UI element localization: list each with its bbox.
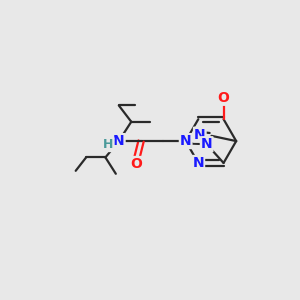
Text: H: H	[103, 138, 114, 151]
Text: N: N	[180, 134, 191, 148]
Text: N: N	[193, 156, 204, 170]
Text: O: O	[130, 157, 142, 171]
Text: N: N	[113, 134, 124, 148]
Text: O: O	[218, 91, 230, 105]
Text: N: N	[194, 128, 206, 142]
Text: N: N	[201, 137, 212, 151]
